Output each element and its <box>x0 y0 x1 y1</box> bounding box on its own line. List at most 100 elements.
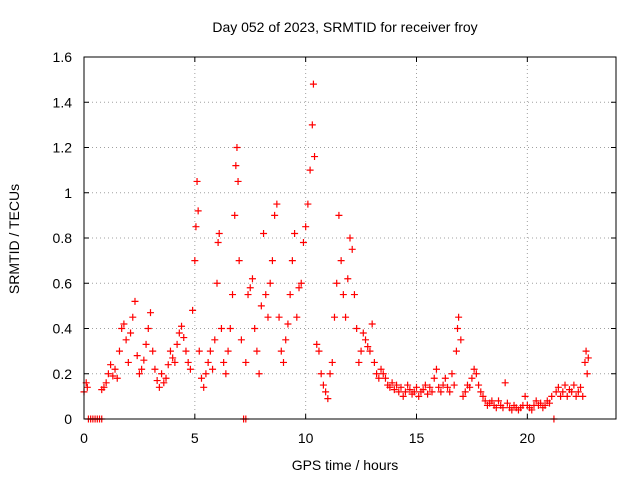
data-point <box>242 358 250 366</box>
y-tick-label: 1.4 <box>53 94 73 110</box>
data-point <box>200 383 208 391</box>
data-point <box>452 347 460 355</box>
x-tick-label: 0 <box>80 430 88 446</box>
data-point <box>102 379 110 387</box>
data-point <box>192 223 200 231</box>
data-point <box>568 388 576 396</box>
data-point <box>286 291 294 299</box>
data-point <box>326 370 334 378</box>
data-point <box>217 325 225 332</box>
data-point <box>186 365 194 373</box>
data-point <box>448 370 456 378</box>
data-point <box>273 200 281 208</box>
data-point <box>477 388 485 396</box>
data-point <box>189 306 197 314</box>
y-tick-label: 0.4 <box>53 321 73 337</box>
data-point <box>302 223 310 231</box>
data-point <box>421 381 429 389</box>
data-point <box>548 392 556 400</box>
data-point <box>158 370 166 378</box>
data-point <box>428 388 436 396</box>
data-point <box>100 383 108 391</box>
data-point <box>386 383 394 391</box>
data-point <box>197 374 205 382</box>
x-tick-label: 10 <box>298 430 314 446</box>
data-point <box>107 361 115 369</box>
data-point <box>461 388 469 396</box>
data-point <box>342 313 350 321</box>
data-point <box>337 257 345 265</box>
data-point <box>147 309 154 317</box>
data-point <box>138 365 146 373</box>
data-point <box>563 392 571 400</box>
data-point <box>404 381 412 389</box>
data-point <box>450 381 458 389</box>
data-point <box>173 340 181 348</box>
data-point <box>131 297 139 305</box>
data-point <box>537 399 545 407</box>
data-point <box>232 162 240 170</box>
data-point <box>195 347 203 355</box>
data-point <box>475 381 483 389</box>
data-point <box>83 383 91 391</box>
data-point <box>546 399 553 407</box>
data-point <box>328 358 336 366</box>
data-point <box>455 313 463 321</box>
data-point <box>244 291 252 299</box>
data-point <box>388 379 396 387</box>
data-point <box>299 239 307 247</box>
data-point <box>206 347 214 355</box>
data-point <box>178 322 186 330</box>
data-point <box>401 388 409 396</box>
data-point <box>432 365 440 373</box>
data-point <box>104 370 112 378</box>
data-point <box>495 397 503 405</box>
data-point <box>308 121 316 129</box>
data-point <box>166 347 174 355</box>
data-point <box>370 358 378 366</box>
data-point <box>275 313 283 321</box>
chart-title: Day 052 of 2023, SRMTID for receiver fro… <box>212 19 477 35</box>
data-point <box>140 356 148 364</box>
data-point <box>115 347 123 355</box>
data-point <box>309 80 317 88</box>
data-point <box>454 325 462 332</box>
data-point <box>346 234 354 242</box>
data-point <box>224 347 232 355</box>
x-tick-label: 15 <box>409 430 425 446</box>
data-point <box>322 388 330 396</box>
data-point <box>288 257 296 265</box>
data-point <box>426 383 434 391</box>
data-point <box>355 358 363 366</box>
data-point <box>419 386 427 394</box>
data-point <box>375 374 383 382</box>
data-point <box>214 239 222 247</box>
data-point <box>521 392 529 400</box>
data-point <box>541 401 549 409</box>
data-series <box>80 80 592 423</box>
data-point <box>557 392 565 400</box>
data-point <box>368 320 376 328</box>
data-point <box>424 390 432 398</box>
data-point <box>582 347 590 355</box>
data-point <box>410 388 418 396</box>
y-tick-label: 0.6 <box>53 275 73 291</box>
data-point <box>366 347 374 355</box>
data-point <box>397 383 405 391</box>
data-point <box>492 404 500 412</box>
data-point <box>559 388 567 396</box>
data-point <box>264 313 272 321</box>
data-point <box>144 325 152 332</box>
data-point <box>444 383 452 391</box>
y-tick-label: 1.2 <box>53 140 73 156</box>
data-point <box>295 284 303 292</box>
data-point <box>122 336 130 344</box>
data-point <box>171 358 179 366</box>
data-point <box>437 388 445 396</box>
data-point <box>415 392 423 400</box>
data-point <box>406 386 414 394</box>
data-point <box>153 377 161 385</box>
data-point <box>120 320 128 328</box>
data-point <box>175 329 183 337</box>
data-point <box>503 399 511 407</box>
